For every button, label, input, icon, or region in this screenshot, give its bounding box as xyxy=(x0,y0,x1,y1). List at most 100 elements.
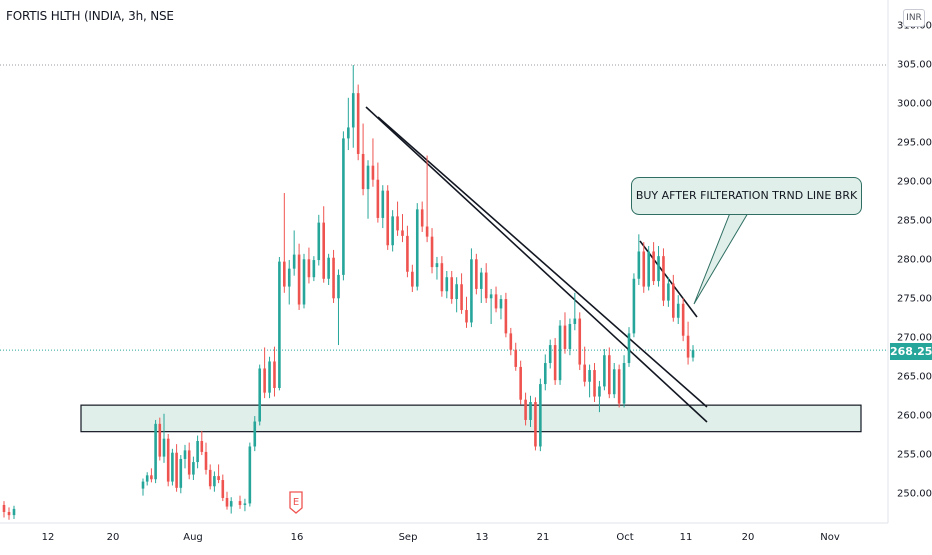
candle xyxy=(539,378,542,452)
x-tick-label: 20 xyxy=(107,532,120,543)
candle xyxy=(196,435,199,469)
candle xyxy=(637,234,641,286)
candle xyxy=(691,345,695,362)
candle xyxy=(292,230,296,276)
y-tick-label: 265.00 xyxy=(897,372,932,383)
candle xyxy=(371,138,375,187)
candle xyxy=(145,472,149,486)
candle xyxy=(548,339,552,369)
y-tick-label: 305.00 xyxy=(897,60,932,71)
trendline-2[interactable] xyxy=(365,106,708,423)
candle xyxy=(573,292,577,331)
x-tick-label: Sep xyxy=(399,532,418,543)
candle xyxy=(175,444,178,492)
candle xyxy=(192,456,195,481)
candle xyxy=(2,501,6,518)
candle xyxy=(166,434,170,487)
candle xyxy=(221,474,225,502)
currency-badge[interactable]: INR xyxy=(903,9,925,27)
candle xyxy=(337,269,340,346)
candle xyxy=(287,260,291,305)
y-tick-label: 300.00 xyxy=(897,99,932,110)
candle xyxy=(563,312,567,354)
candle xyxy=(7,507,11,520)
x-tick-label: Aug xyxy=(183,532,203,543)
y-tick-label: 250.00 xyxy=(897,489,932,500)
candle xyxy=(248,442,252,507)
last-price-badge: 268.25 xyxy=(890,343,932,360)
candle xyxy=(657,246,660,287)
candle xyxy=(297,243,301,310)
candle xyxy=(632,273,636,338)
candle xyxy=(681,298,685,342)
x-tick-label: 20 xyxy=(742,532,755,543)
svg-text:E: E xyxy=(293,497,299,508)
candle xyxy=(386,185,390,250)
candle xyxy=(268,356,271,399)
candle xyxy=(243,498,247,512)
candle xyxy=(662,248,665,307)
candle xyxy=(504,292,508,338)
candle xyxy=(617,364,621,408)
candle xyxy=(612,363,616,399)
candle xyxy=(479,267,483,303)
trendline-1[interactable] xyxy=(377,116,708,408)
candle xyxy=(183,444,187,469)
symbol-title: FORTIS HLTH (INDIA, 3h, NSE xyxy=(6,9,174,23)
candle xyxy=(401,214,404,243)
candle xyxy=(440,256,444,297)
candle xyxy=(627,327,631,367)
x-tick-label: 16 xyxy=(291,532,304,543)
candle xyxy=(484,263,488,303)
candle xyxy=(217,464,220,484)
x-tick-label: 11 xyxy=(680,532,693,543)
candle xyxy=(213,471,216,492)
candle xyxy=(356,84,360,161)
callout-annotation[interactable]: BUY AFTER FILTERATION TRND LINE BRK xyxy=(631,177,862,215)
candle xyxy=(141,478,145,496)
candle xyxy=(558,320,562,385)
candle xyxy=(208,464,212,490)
candle xyxy=(332,249,335,303)
candle xyxy=(686,321,690,365)
candle xyxy=(381,185,385,229)
candle xyxy=(317,214,321,266)
y-tick-label: 255.00 xyxy=(897,450,932,461)
candle xyxy=(598,380,601,413)
candle xyxy=(204,442,208,475)
candle xyxy=(642,242,646,293)
earnings-marker[interactable]: E xyxy=(289,491,303,514)
candle xyxy=(12,505,16,520)
candle xyxy=(411,264,414,293)
candle xyxy=(425,155,429,243)
candle xyxy=(450,270,454,304)
candle xyxy=(647,246,650,291)
candle xyxy=(420,201,424,232)
candle xyxy=(327,253,330,286)
candle xyxy=(162,413,166,463)
support-zone[interactable] xyxy=(80,404,862,433)
candle xyxy=(524,392,527,426)
candle xyxy=(489,288,493,325)
candle xyxy=(509,327,513,356)
y-tick-label: 275.00 xyxy=(897,294,932,305)
candle xyxy=(519,360,522,405)
candle xyxy=(179,455,183,494)
candle xyxy=(667,277,670,307)
candle xyxy=(475,253,478,295)
candle xyxy=(391,210,394,252)
candle xyxy=(406,225,409,278)
candle xyxy=(200,430,204,456)
candle xyxy=(460,273,463,314)
candle xyxy=(465,296,468,328)
candle xyxy=(307,247,311,284)
candle xyxy=(435,256,439,280)
candle xyxy=(347,97,350,151)
candle xyxy=(603,348,606,391)
candle xyxy=(351,65,355,148)
candle xyxy=(322,206,326,283)
candle xyxy=(494,286,498,313)
candle xyxy=(543,354,547,391)
